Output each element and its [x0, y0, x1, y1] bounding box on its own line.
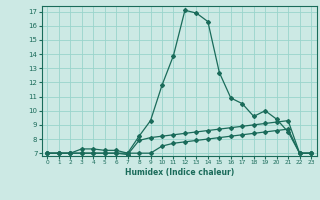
- X-axis label: Humidex (Indice chaleur): Humidex (Indice chaleur): [124, 168, 234, 177]
